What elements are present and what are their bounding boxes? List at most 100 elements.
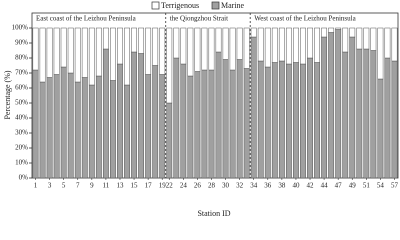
x-tick-label: 3: [48, 182, 52, 190]
x-tick-label: 40: [292, 182, 300, 190]
bar-segment: [131, 27, 137, 53]
bar-segment: [314, 62, 320, 179]
bar-segment: [328, 27, 335, 33]
legend-swatch: [151, 1, 160, 10]
bar-segment: [32, 27, 39, 71]
bar-segment: [187, 75, 194, 179]
bar-segment: [377, 78, 384, 179]
bar-segment: [74, 27, 81, 83]
y-axis-label: Percentage (%): [3, 70, 12, 119]
x-tick-label: 51: [363, 182, 371, 190]
bar-segment: [159, 27, 166, 75]
bar-segment: [173, 27, 180, 59]
bar-segment: [194, 71, 201, 179]
x-tick-label: 13: [116, 182, 124, 190]
y-tick-label: 60%: [15, 84, 28, 92]
bar-segment: [215, 27, 222, 53]
bar-segment: [102, 48, 109, 179]
x-tick-label: 49: [349, 182, 357, 190]
bar-segment: [335, 27, 342, 30]
x-tick-label: 47: [335, 182, 343, 190]
bar-segment: [293, 27, 299, 63]
x-tick-label: 34: [250, 182, 258, 190]
bar-segment: [60, 66, 67, 179]
x-tick-label: 44: [321, 182, 329, 190]
bar-segment: [321, 27, 328, 38]
bar-segment: [307, 27, 313, 59]
bar-segment: [300, 27, 306, 65]
legend-swatch: [211, 1, 220, 10]
bar-segment: [95, 75, 102, 179]
bar-segment: [236, 27, 243, 60]
x-tick-label: 57: [391, 182, 399, 190]
bar-segment: [264, 66, 271, 179]
bar-segment: [250, 36, 257, 179]
bar-segment: [349, 36, 356, 179]
bar-segment: [222, 59, 229, 179]
bar-segment: [117, 27, 123, 65]
bar-segment: [124, 27, 130, 86]
bar-segment: [117, 63, 123, 179]
bar-segment: [342, 27, 349, 53]
bar-segment: [349, 27, 356, 38]
y-tick-label: 30%: [15, 129, 28, 137]
bar-segment: [257, 27, 264, 62]
y-tick-label: 50%: [15, 99, 28, 107]
bar-segment: [152, 65, 159, 179]
x-tick-label: 54: [377, 182, 385, 190]
bar-segment: [271, 27, 278, 63]
x-tick-label: 5: [62, 182, 66, 190]
bar-segment: [201, 69, 208, 179]
bar-segment: [131, 51, 137, 179]
bar-segment: [215, 51, 222, 179]
x-axis-label: Station ID: [197, 209, 230, 218]
bar-segment: [356, 48, 363, 179]
x-tick-label: 22: [166, 182, 174, 190]
bar-segment: [370, 50, 377, 179]
y-tick-label: 90%: [15, 39, 28, 47]
x-tick-label: 28: [208, 182, 216, 190]
bar-segment: [363, 48, 370, 179]
x-tick-label: 38: [278, 182, 286, 190]
x-tick-label: 26: [194, 182, 202, 190]
x-tick-label: 32: [236, 182, 244, 190]
section-label: West coast of the Leizhou Peninsula: [254, 15, 356, 23]
bar-segment: [110, 27, 116, 81]
bar-segment: [81, 77, 88, 179]
x-tick-label: 11: [103, 182, 110, 190]
bar-segment: [138, 27, 145, 54]
bar-segment: [342, 51, 349, 179]
bar-segment: [293, 62, 299, 179]
bar-segment: [356, 27, 363, 50]
bar-segment: [53, 74, 60, 179]
bar-segment: [335, 29, 342, 179]
bar-segment: [285, 27, 292, 65]
bar-segment: [257, 60, 264, 179]
bar-segment: [201, 27, 208, 71]
bar-segment: [60, 27, 67, 68]
bar-segment: [328, 32, 335, 179]
bar-segment: [194, 27, 201, 72]
bar-segment: [88, 84, 95, 179]
bar-segment: [145, 27, 152, 75]
bar-segment: [384, 57, 391, 179]
y-tick-label: 10%: [15, 159, 28, 167]
bar-segment: [32, 69, 39, 179]
bar-segment: [271, 62, 278, 179]
bar-segment: [391, 27, 398, 62]
bar-segment: [229, 69, 236, 179]
y-tick-label: 20%: [15, 144, 28, 152]
bar-segment: [39, 81, 46, 179]
bar-segment: [173, 57, 180, 179]
bar-segment: [236, 59, 243, 179]
bar-segment: [67, 27, 74, 74]
bar-segment: [46, 77, 53, 179]
bar-segment: [166, 102, 173, 179]
bar-segment: [363, 27, 370, 50]
bar-segment: [145, 74, 152, 179]
legend-label: Marine: [221, 1, 245, 10]
section-label: the Qiongzhou Strait: [170, 15, 228, 23]
section-label: East coast of the Leizhou Peninsula: [36, 15, 137, 23]
bar-segment: [180, 27, 187, 65]
chart: Station ID Percentage (%) 0% 10% 20% 30% 40%…: [3, 1, 399, 218]
